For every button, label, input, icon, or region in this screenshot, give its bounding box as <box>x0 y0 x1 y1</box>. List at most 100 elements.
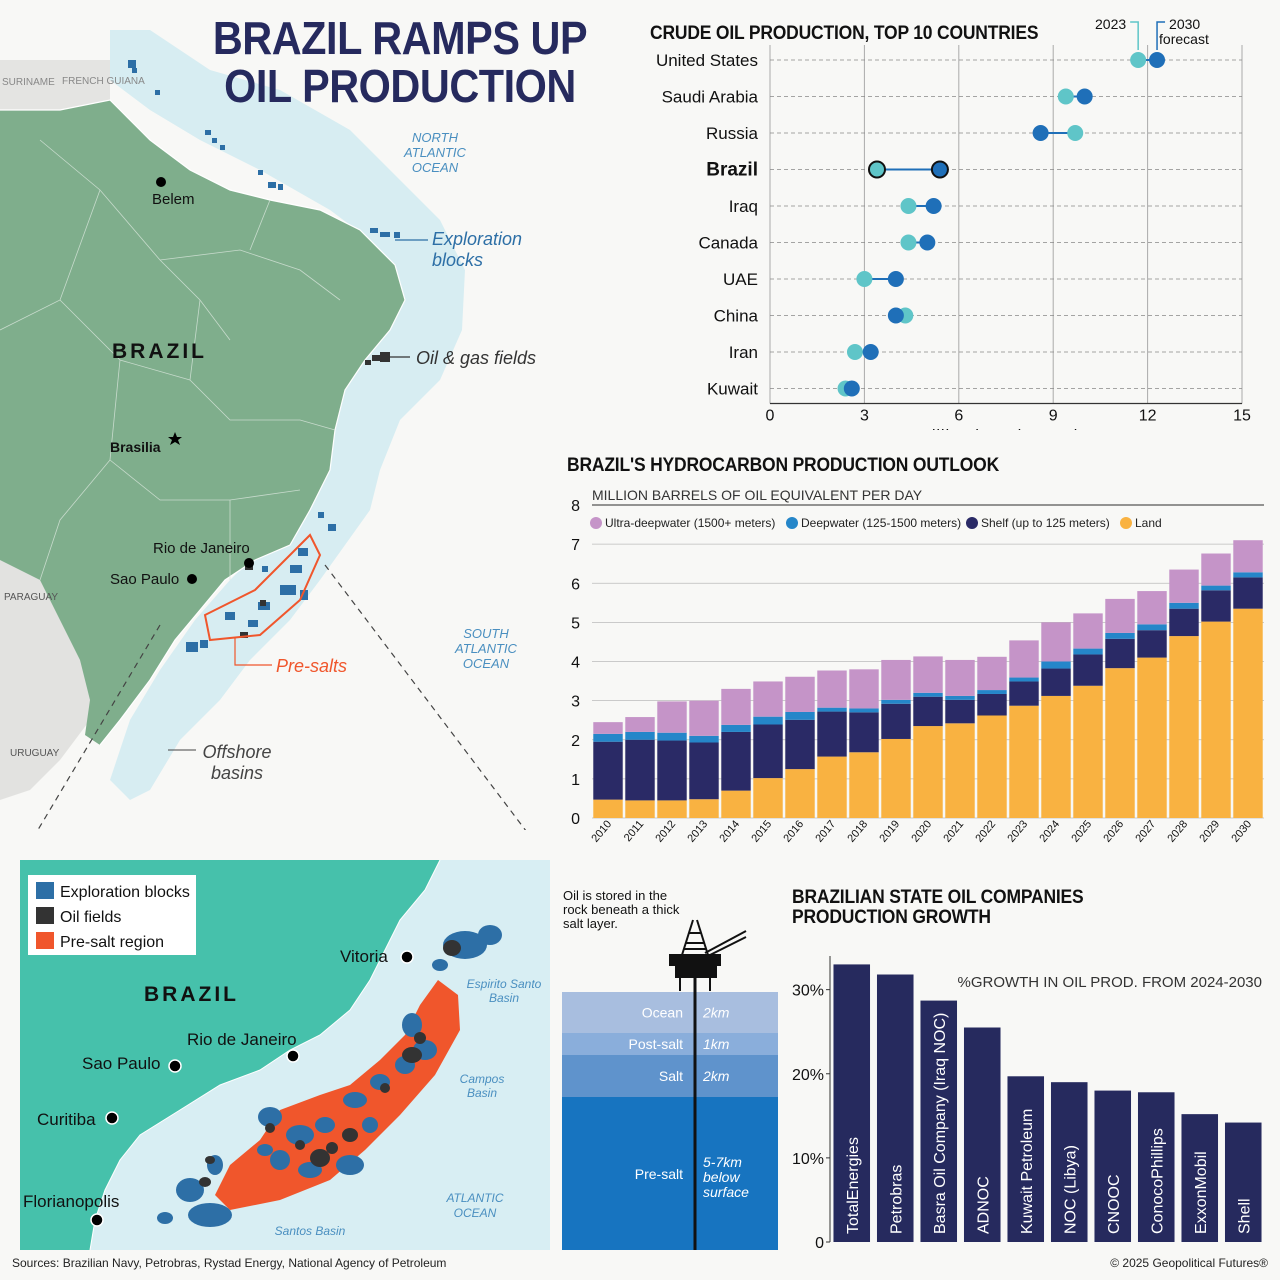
bar-segment <box>1009 681 1039 706</box>
bar-segment <box>657 740 687 801</box>
company-bar <box>1050 1082 1088 1242</box>
bar-segment <box>1169 636 1199 818</box>
bar-segment <box>593 733 623 742</box>
y-tick-label: 4 <box>571 655 580 672</box>
bar-segment <box>1169 602 1199 609</box>
bar-segment <box>753 778 783 818</box>
legend-swatch <box>1120 517 1132 529</box>
x-tick-label: 2018 <box>845 818 870 844</box>
legend-label: Ultra-deepwater (1500+ meters) <box>605 516 775 530</box>
bar-segment <box>753 681 783 717</box>
bar-segment <box>721 731 751 791</box>
company-label: Petrobras <box>888 1165 905 1234</box>
bar-segment <box>753 724 783 779</box>
inset-label-vitoria: Vitoria <box>340 947 388 966</box>
legend-oil-fields: Oil fields <box>60 909 121 926</box>
x-tick-label: 2024 <box>1037 818 1062 844</box>
x-tick-label: 2027 <box>1133 818 1158 844</box>
category-label: Iran <box>729 343 758 362</box>
y-tick-label: 7 <box>571 537 580 554</box>
inset-label-espirito: Espirito Santo Basin <box>467 977 542 1005</box>
x-tick-label: 2021 <box>941 818 966 844</box>
x-tick-label: 2029 <box>1197 818 1222 844</box>
bar-segment <box>1233 608 1263 818</box>
y-tick-label: 3 <box>571 694 580 711</box>
dot-2030 <box>862 344 879 360</box>
bar-segment <box>1201 553 1231 586</box>
bar-segment <box>1233 540 1263 573</box>
x-tick-label: 2017 <box>813 818 838 844</box>
inset-label-sao-paulo: Sao Paulo <box>82 1054 160 1073</box>
bar-segment <box>913 656 943 693</box>
category-label: Kuwait <box>707 380 758 399</box>
bar-segment <box>1233 577 1263 609</box>
dot-2030 <box>887 307 904 324</box>
legend-label: Shelf (up to 125 meters) <box>981 516 1110 530</box>
bar-segment <box>977 690 1007 694</box>
x-tick-label: 3 <box>860 408 869 425</box>
bar-segment <box>593 722 623 734</box>
label-offshore-basins: Offshore basins <box>202 742 271 783</box>
company-bar <box>1181 1114 1219 1242</box>
bar-segment <box>977 693 1007 716</box>
dot-2023 <box>900 198 917 214</box>
bar-segment <box>689 799 719 818</box>
x-tick-label: 2023 <box>1005 818 1030 844</box>
category-label: UAE <box>723 270 758 289</box>
bar-segment <box>1201 621 1231 818</box>
category-label: Canada <box>698 234 758 253</box>
bar-segment <box>593 741 623 800</box>
dot-2023 <box>1130 52 1147 68</box>
bar-segment <box>1233 572 1263 578</box>
dot-2030 <box>1076 88 1093 105</box>
legend-exploration-blocks: Exploration blocks <box>60 884 190 901</box>
legend-2030: 2030 forecast <box>1159 16 1209 47</box>
y-tick-label: 20% <box>792 1067 824 1084</box>
x-tick-label: 2022 <box>973 818 998 844</box>
label-french-guiana: FRENCH GUIANA <box>62 76 145 87</box>
company-bar <box>833 964 871 1242</box>
capital-star-icon <box>168 432 182 445</box>
company-label: ExxonMobil <box>1193 1151 1210 1234</box>
y-axis-label: MILLION BARRELS OF OIL EQUIVALENT PER DA… <box>592 487 923 503</box>
company-label: Basra Oil Company (Iraq NOC) <box>932 1013 949 1234</box>
label-uruguay: URUGUAY <box>10 748 60 759</box>
dotplot-chart: 0 3 6 9 12 15 million barrels per day United St… <box>656 16 1251 430</box>
bar-segment <box>1073 613 1103 649</box>
category-label: United States <box>656 51 758 70</box>
bar-segment <box>625 731 655 740</box>
strata-layer-depth: 5-7km below surface <box>703 1154 749 1200</box>
bar-segment <box>849 752 879 818</box>
y-tick-label: 0 <box>571 811 580 828</box>
footer-copyright: © 2025 Geopolitical Futures® <box>1110 1256 1268 1270</box>
bar-segment <box>977 656 1007 691</box>
company-label: Kuwait Petroleum <box>1019 1109 1036 1234</box>
bar-segment <box>913 692 943 697</box>
bar-segment <box>1009 677 1039 682</box>
bar-segment <box>1201 590 1231 622</box>
x-tick-label: 2030 <box>1229 818 1254 844</box>
dot-2023 <box>900 234 917 251</box>
bar-segment <box>881 659 911 700</box>
bar-segment <box>721 790 751 818</box>
bar-segment <box>1137 624 1167 631</box>
bar-segment <box>1073 654 1103 686</box>
strata-caption: Oil is stored in the rock beneath a thic… <box>563 888 680 931</box>
label-oil-gas-fields: Oil & gas fields <box>416 348 536 368</box>
bar-segment <box>689 700 719 736</box>
companies-chart: 0 10% 20% 30% %GROWTH IN OIL PROD. FROM 2024… <box>792 956 1262 1250</box>
bar-segment <box>785 676 815 712</box>
inset-legend <box>28 875 196 955</box>
y-tick-label: 30% <box>792 983 824 1000</box>
y-axis-label: %GROWTH IN OIL PROD. FROM 2024-2030 <box>957 974 1262 991</box>
dotplot-title: CRUDE OIL PRODUCTION, TOP 10 COUNTRIES <box>650 23 1039 44</box>
bar-segment <box>1073 685 1103 818</box>
bar-segment <box>1041 622 1071 662</box>
bar-segment <box>849 712 879 753</box>
bar-segment <box>1137 630 1167 658</box>
x-tick-label: 2010 <box>589 818 614 844</box>
bar-segment <box>657 732 687 741</box>
bar-segment <box>817 707 847 712</box>
label-north-atlantic: NORTH ATLANTIC OCEAN <box>403 130 466 175</box>
strata-layer-name: Salt <box>659 1068 683 1084</box>
